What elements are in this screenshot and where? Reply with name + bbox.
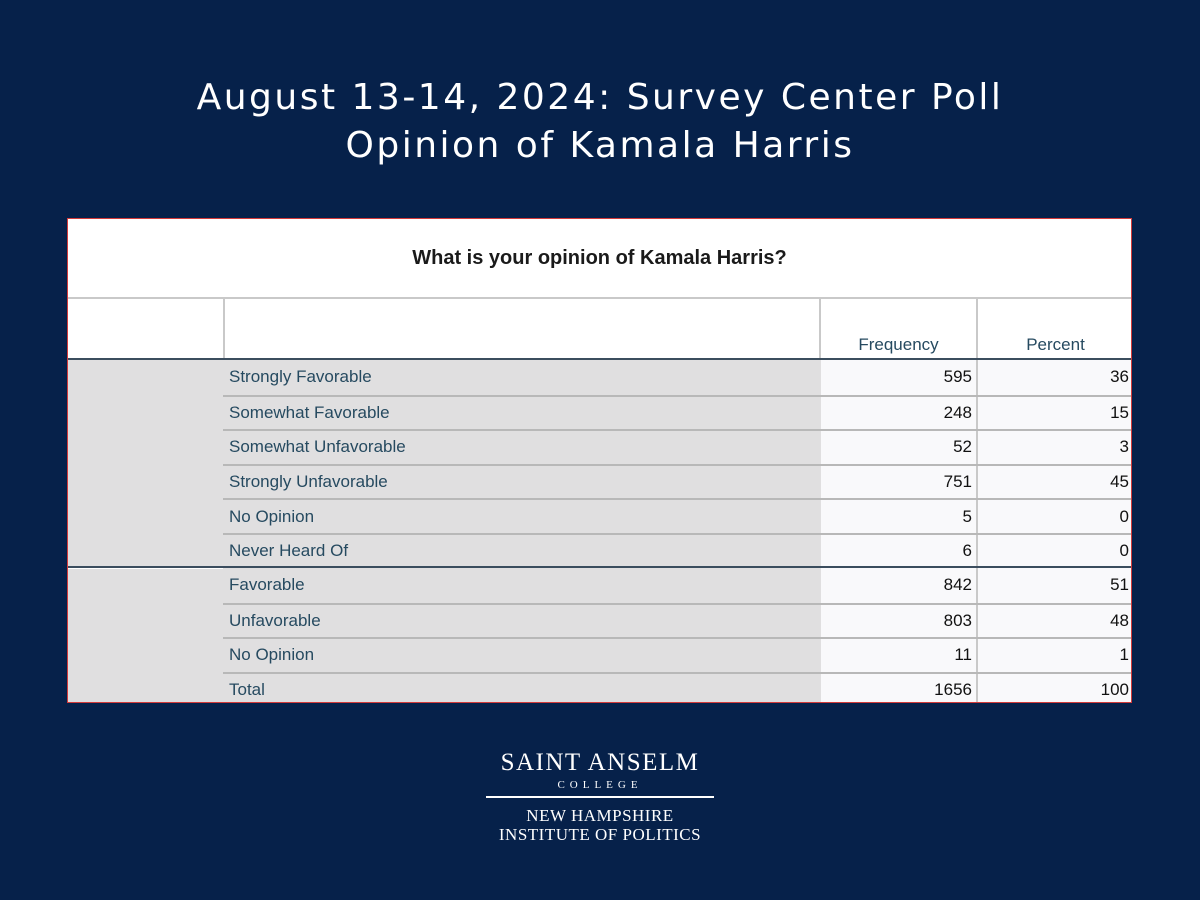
title-line-2: Opinion of Kamala Harris xyxy=(345,125,855,166)
row-percent: 48 xyxy=(978,604,1131,638)
row-percent: 1 xyxy=(978,639,1131,672)
row-frequency: 595 xyxy=(821,360,978,395)
row-label: Strongly Favorable xyxy=(223,360,821,395)
row-frequency: 6 xyxy=(821,535,978,568)
row-frequency: 803 xyxy=(821,604,978,638)
header-frequency: Frequency xyxy=(821,299,978,359)
group-label-cell-responses xyxy=(68,360,223,567)
table-row: Somewhat Unfavorable 52 3 xyxy=(223,429,1131,464)
saint-anselm-logo: SAINT ANSELM COLLEGE NEW HAMPSHIRE INSTI… xyxy=(0,748,1200,844)
row-label: Somewhat Unfavorable xyxy=(223,431,821,464)
row-percent: 100 xyxy=(978,673,1131,702)
row-label: Never Heard Of xyxy=(223,535,821,568)
row-frequency: 5 xyxy=(821,500,978,533)
row-percent: 36 xyxy=(978,360,1131,395)
table-row: Total 1656 100 xyxy=(223,671,1131,702)
row-frequency: 1656 xyxy=(821,673,978,702)
row-label: Total xyxy=(223,673,821,702)
table-row: Favorable 842 51 xyxy=(223,568,1131,603)
table-row: Never Heard Of 6 0 xyxy=(223,533,1131,568)
table-row: No Opinion 5 0 xyxy=(223,498,1131,533)
title-line-1: August 13-14, 2024: Survey Center Poll xyxy=(196,77,1004,118)
row-label: Somewhat Favorable xyxy=(223,396,821,430)
frequency-table: What is your opinion of Kamala Harris? F… xyxy=(67,218,1132,703)
row-percent: 0 xyxy=(978,535,1131,568)
logo-line-1: NEW HAMPSHIRE xyxy=(526,806,674,825)
row-frequency: 11 xyxy=(821,639,978,672)
page-title: August 13-14, 2024: Survey Center Poll O… xyxy=(0,74,1200,170)
group-label-cell-summary xyxy=(68,569,223,702)
table-caption: What is your opinion of Kamala Harris? xyxy=(68,219,1131,299)
row-label: Unfavorable xyxy=(223,604,821,638)
logo-college: COLLEGE xyxy=(557,779,643,791)
header-divider xyxy=(68,358,1131,360)
row-label: Favorable xyxy=(223,568,821,603)
table-row: Strongly Unfavorable 751 45 xyxy=(223,463,1131,499)
logo-line-2: INSTITUTE OF POLITICS xyxy=(498,825,702,844)
table-row: No Opinion 11 1 xyxy=(223,637,1131,672)
row-label: Strongly Unfavorable xyxy=(223,465,821,499)
table-row: Strongly Favorable 595 36 xyxy=(223,360,1131,395)
row-percent: 3 xyxy=(978,431,1131,464)
row-frequency: 842 xyxy=(821,568,978,603)
row-percent: 51 xyxy=(978,568,1131,603)
row-percent: 45 xyxy=(978,465,1131,499)
row-frequency: 52 xyxy=(821,431,978,464)
row-label: No Opinion xyxy=(223,639,821,672)
row-label: No Opinion xyxy=(223,500,821,533)
group-divider xyxy=(68,566,1131,568)
header-percent: Percent xyxy=(1026,335,1085,354)
row-percent: 0 xyxy=(978,500,1131,533)
row-percent: 15 xyxy=(978,396,1131,430)
logo-divider xyxy=(486,796,714,798)
logo-name: SAINT ANSELM xyxy=(500,749,700,776)
row-frequency: 248 xyxy=(821,396,978,430)
table-row: Unfavorable 803 48 xyxy=(223,602,1131,638)
row-frequency: 751 xyxy=(821,465,978,499)
table-row: Somewhat Favorable 248 15 xyxy=(223,394,1131,430)
header-label-cell xyxy=(223,299,821,359)
